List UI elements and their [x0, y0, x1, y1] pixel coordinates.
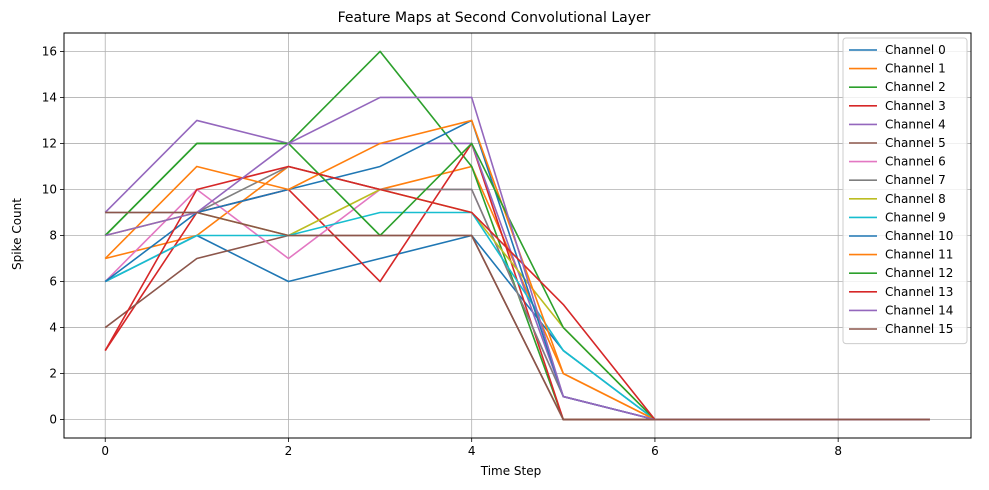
x-tick-label: 8	[834, 444, 842, 458]
x-axis-label: Time Step	[480, 464, 542, 478]
x-tick-label: 0	[101, 444, 109, 458]
legend-label: Channel 4	[885, 117, 946, 131]
legend-label: Channel 13	[885, 285, 953, 299]
legend: Channel 0 Channel 1 Channel 2 Channel 3 Chan…	[842, 37, 968, 345]
y-tick-label: 16	[42, 44, 57, 58]
legend-label: Channel 15	[885, 322, 953, 336]
legend-label: Channel 2	[885, 80, 946, 94]
legend-label: Channel 9	[885, 210, 946, 224]
x-axis-ticks: 0 2 4 6 8	[101, 438, 842, 458]
legend-label: Channel 3	[885, 99, 946, 113]
legend-label: Channel 1	[885, 62, 946, 76]
y-tick-label: 0	[49, 413, 57, 427]
legend-label: Channel 7	[885, 173, 946, 187]
x-tick-label: 2	[285, 444, 293, 458]
y-axis-ticks: 0 2 4 6 8 10 12 14 16	[42, 44, 64, 427]
legend-label: Channel 12	[885, 266, 953, 280]
series-lines	[104, 50, 930, 421]
legend-box	[842, 37, 968, 345]
legend-label: Channel 6	[885, 155, 946, 169]
y-tick-label: 4	[49, 321, 57, 335]
y-tick-label: 10	[42, 182, 57, 196]
series-line-channel-15	[105, 211, 930, 421]
y-tick-label: 2	[49, 367, 57, 381]
legend-label: Channel 11	[885, 248, 953, 262]
legend-label: Channel 8	[885, 192, 946, 206]
legend-label: Channel 10	[885, 229, 953, 243]
chart-title: Feature Maps at Second Convolutional Lay…	[338, 10, 651, 26]
legend-label: Channel 5	[885, 136, 946, 150]
y-tick-label: 8	[49, 229, 57, 243]
legend-label: Channel 14	[885, 303, 953, 317]
y-tick-label: 14	[42, 90, 57, 104]
y-axis-label: Spike Count	[10, 198, 24, 270]
x-tick-label: 6	[651, 444, 659, 458]
y-tick-label: 12	[42, 136, 57, 150]
y-tick-label: 6	[49, 275, 57, 289]
legend-label: Channel 0	[885, 43, 946, 57]
x-tick-label: 4	[468, 444, 476, 458]
